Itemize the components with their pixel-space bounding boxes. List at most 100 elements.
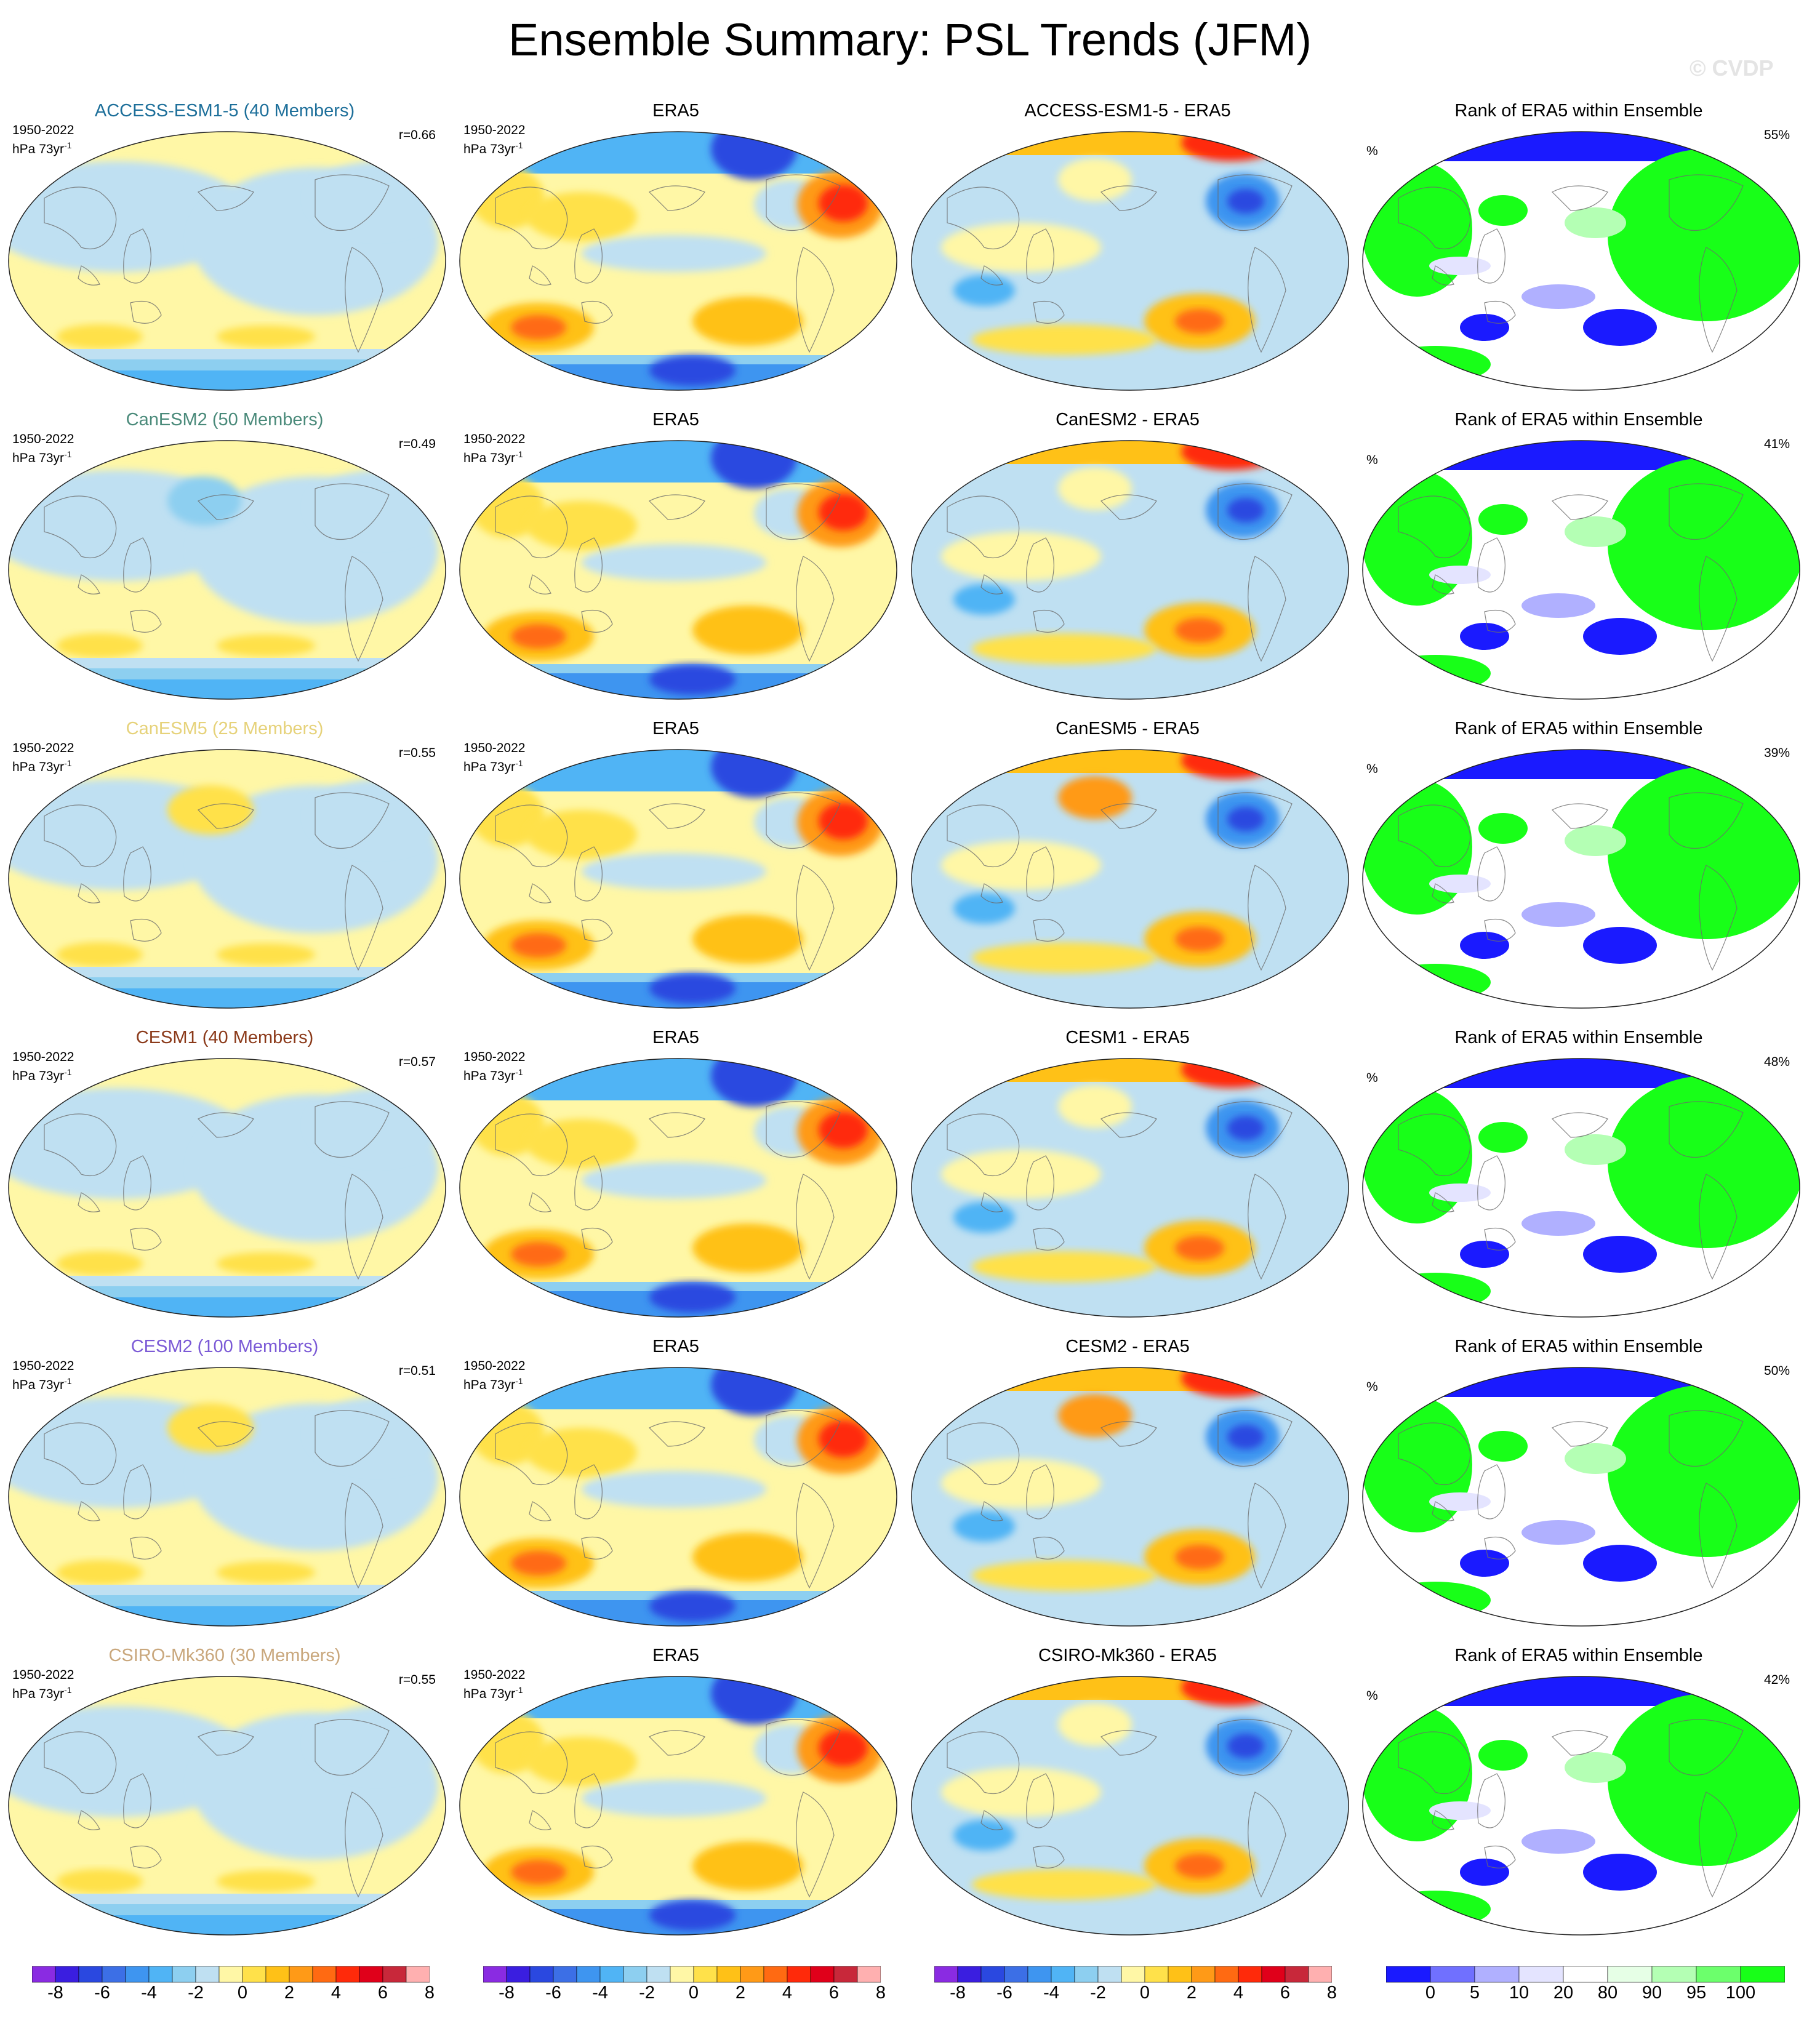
model-trend-panel: CanESM2 (50 Members) 1950-2022 hPa 73yr-1 r… <box>0 401 449 710</box>
era5-title: ERA5 <box>652 719 699 739</box>
period-label: 1950-2022 <box>463 1668 526 1682</box>
colorbar-swatch <box>1518 1966 1564 1983</box>
colorbar-tick-label: -4 <box>592 1983 608 2003</box>
difference-panel: CESM1 - ERA5 <box>903 1019 1352 1328</box>
units-label: hPa 73yr-1 <box>12 1065 74 1084</box>
colorbar-swatch <box>506 1966 531 1983</box>
units-text: hPa 73yr <box>463 1687 516 1701</box>
colorbar-swatch <box>1097 1966 1122 1983</box>
colorbar-tick-label: 95 <box>1686 1983 1707 2003</box>
rank-colorbar <box>1386 1966 1785 2022</box>
era5-trend-panel: ERA5 1950-2022 hPa 73yr-1 <box>451 401 900 710</box>
pattern-correlation: r=0.57 <box>398 1055 436 1069</box>
colorbar-swatch <box>1261 1966 1286 1983</box>
units-text: hPa 73yr <box>12 760 65 774</box>
difference-panel: CSIRO-Mk360 - ERA5 <box>903 1637 1352 1946</box>
colorbar-swatch <box>1285 1966 1309 1983</box>
era5-trend-panel: ERA5 1950-2022 hPa 73yr-1 <box>451 1019 900 1328</box>
colorbar-tick-label: -8 <box>47 1983 63 2003</box>
colorbar-tick-label: 8 <box>1326 1983 1337 2003</box>
era5-title: ERA5 <box>652 1646 699 1665</box>
difference-map <box>910 439 1360 710</box>
difference-title: CanESM5 - ERA5 <box>1056 719 1200 739</box>
colorbar-swatch <box>857 1966 881 1983</box>
units-label: hPa 73yr-1 <box>12 1683 74 1702</box>
colorbar-swatch <box>1074 1966 1099 1983</box>
era5-title: ERA5 <box>652 101 699 121</box>
units-exponent: -1 <box>64 1067 72 1077</box>
colorbar-tick-label: 6 <box>828 1983 840 2003</box>
units-label: hPa 73yr-1 <box>12 138 74 157</box>
colorbar-swatch <box>1308 1966 1332 1983</box>
colorbar-tick-label: 0 <box>688 1983 699 2003</box>
model-trend-map <box>7 130 457 401</box>
period-units-label: 1950-2022 hPa 73yr-1 <box>463 123 525 157</box>
difference-map <box>910 130 1360 401</box>
colorbar-swatch <box>1740 1966 1785 1983</box>
difference-panel: CanESM2 - ERA5 <box>903 401 1352 710</box>
panel-row: CESM1 (40 Members) 1950-2022 hPa 73yr-1 r=0… <box>0 1019 1820 1328</box>
model-title: CESM2 (100 Members) <box>130 1337 319 1356</box>
model-title: CSIRO-Mk360 (30 Members) <box>108 1646 341 1665</box>
period-units-label: 1950-2022 hPa 73yr-1 <box>12 741 74 775</box>
units-label: hPa 73yr-1 <box>463 1065 525 1084</box>
units-text: hPa 73yr <box>463 1378 516 1392</box>
era5-title: ERA5 <box>652 410 699 430</box>
period-units-label: 1950-2022 hPa 73yr-1 <box>463 1050 525 1084</box>
colorbar-swatch <box>693 1966 718 1983</box>
colorbar-tick-label: 6 <box>1280 1983 1291 2003</box>
colorbar-tick-label: -8 <box>950 1983 966 2003</box>
colorbar-tick-label: 80 <box>1597 1983 1618 2003</box>
colorbar-tick-label: -6 <box>94 1983 110 2003</box>
units-exponent: -1 <box>515 1376 523 1386</box>
period-label: 1950-2022 <box>12 1668 74 1682</box>
panel-row: ACCESS-ESM1-5 (40 Members) 1950-2022 hPa 7… <box>0 92 1820 401</box>
model-title: ACCESS-ESM1-5 (40 Members) <box>94 101 355 121</box>
colorbar-swatch <box>957 1966 982 1983</box>
units-label: hPa 73yr-1 <box>463 756 525 775</box>
psl-colorbar <box>32 1966 430 2022</box>
percent-symbol: % <box>1366 1380 1378 1394</box>
colorbar-swatch <box>646 1966 671 1983</box>
colorbar-swatch <box>1607 1966 1653 1983</box>
units-exponent: -1 <box>515 140 523 150</box>
rank-map <box>1361 130 1811 401</box>
colorbar-tick-label: 2 <box>1186 1983 1197 2003</box>
colorbar-swatch <box>148 1966 173 1983</box>
percent-symbol: % <box>1366 762 1378 776</box>
colorbar-swatch <box>1004 1966 1028 1983</box>
colorbar-tick-label: 90 <box>1642 1983 1662 2003</box>
rank-panel: Rank of ERA5 within Ensemble% 41% <box>1354 401 1803 710</box>
rank-map <box>1361 1366 1811 1637</box>
period-units-label: 1950-2022 hPa 73yr-1 <box>463 432 525 466</box>
units-text: hPa 73yr <box>12 1687 65 1701</box>
colorbar-swatch <box>670 1966 694 1983</box>
colorbar-swatch <box>312 1966 337 1983</box>
units-exponent: -1 <box>64 1376 72 1386</box>
era5-trend-map <box>459 130 908 401</box>
colorbar-swatch <box>1238 1966 1262 1983</box>
pattern-correlation: r=0.49 <box>398 437 436 451</box>
colorbar-swatch <box>78 1966 103 1983</box>
colorbar-tick-label: 8 <box>424 1983 435 2003</box>
period-units-label: 1950-2022 hPa 73yr-1 <box>12 1668 74 1702</box>
colorbar-tick-label: 0 <box>1425 1983 1436 2003</box>
colorbar-tick-label: -6 <box>996 1983 1012 2003</box>
colorbar-swatch <box>406 1966 430 1983</box>
era5-trend-map <box>459 1675 908 1946</box>
colorbar-tick-label: 10 <box>1509 1983 1529 2003</box>
units-exponent: -1 <box>515 1685 523 1695</box>
difference-map <box>910 1057 1360 1328</box>
colorbar-swatch <box>980 1966 1005 1983</box>
difference-title: CanESM2 - ERA5 <box>1056 410 1200 430</box>
model-trend-map <box>7 1675 457 1946</box>
colorbar-swatch <box>32 1966 56 1983</box>
colorbar-swatch <box>1051 1966 1075 1983</box>
difference-map <box>910 1675 1360 1946</box>
rank-panel: Rank of ERA5 within Ensemble% 55% <box>1354 92 1803 401</box>
colorbar-tick-label: -8 <box>499 1983 515 2003</box>
rank-panel: Rank of ERA5 within Ensemble% 39% <box>1354 710 1803 1019</box>
rank-percent: 39% <box>1763 746 1790 760</box>
era5-title: ERA5 <box>652 1028 699 1047</box>
colorbar-swatch <box>1651 1966 1697 1983</box>
